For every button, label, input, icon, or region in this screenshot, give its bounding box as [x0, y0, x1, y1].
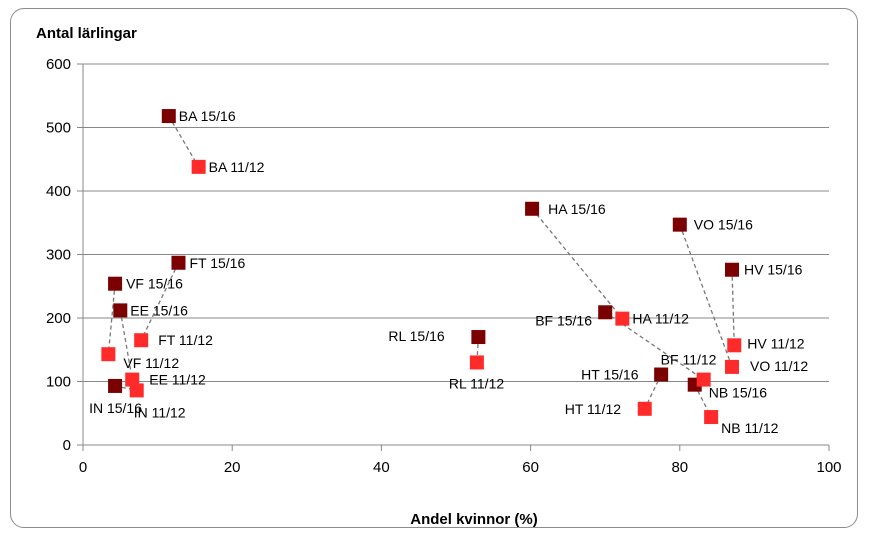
point-label: IN 15/16 [89, 400, 142, 416]
point-label: VO 11/12 [750, 358, 808, 374]
x-tick-label: 0 [79, 459, 87, 476]
point-label: BF 11/12 [661, 352, 717, 368]
y-axis-label: Antal lärlingar [36, 25, 137, 42]
x-tick-label: 40 [373, 459, 390, 476]
data-point [129, 383, 144, 398]
data-point [654, 367, 669, 382]
data-point [637, 401, 652, 416]
point-label: HV 11/12 [747, 335, 805, 351]
point-label: VF 15/16 [126, 276, 183, 292]
connector-line [731, 269, 735, 346]
point-label: NB 11/12 [721, 420, 779, 436]
point-label: VF 11/12 [123, 355, 179, 371]
x-tick-label: 80 [671, 459, 688, 476]
data-point [727, 338, 742, 353]
point-label: FT 11/12 [158, 332, 213, 348]
data-point [696, 372, 711, 387]
data-point [672, 217, 687, 232]
point-label: NB 15/16 [709, 385, 768, 401]
connector-line [168, 115, 200, 168]
data-point [134, 333, 149, 348]
data-point [171, 255, 186, 270]
point-label: RL 15/16 [388, 328, 445, 344]
point-label: HA 15/16 [548, 201, 606, 217]
y-tick-label: 0 [63, 437, 71, 454]
y-tick-label: 400 [46, 183, 71, 200]
connector-line [140, 262, 180, 341]
connector-line [119, 310, 133, 380]
point-label: HV 15/16 [744, 262, 803, 278]
data-point [113, 303, 128, 318]
point-label: RL 11/12 [449, 375, 504, 391]
x-tick-label: 60 [522, 459, 539, 476]
y-tick-label: 500 [46, 120, 71, 137]
point-label: VO 15/16 [694, 217, 753, 233]
connector-line [604, 311, 705, 381]
data-point [469, 355, 484, 370]
tick-labels: 0 100 200 300 400 500 600 0 20 40 60 80 100 [46, 56, 842, 476]
data-point [598, 305, 613, 320]
data-point [471, 330, 486, 345]
x-tick-label: 20 [224, 459, 241, 476]
data-point [191, 159, 206, 174]
y-tick-label: 100 [46, 374, 71, 391]
connector-line [107, 283, 116, 355]
point-label: BF 15/16 [535, 312, 592, 328]
y-tick-label: 200 [46, 310, 71, 327]
point-label: EE 11/12 [149, 372, 206, 388]
data-point [725, 262, 740, 277]
point-label: BA 15/16 [179, 108, 236, 124]
data-point [725, 359, 740, 374]
point-label: HA 11/12 [632, 311, 689, 327]
axes [77, 63, 830, 451]
y-tick-label: 600 [46, 56, 71, 73]
data-point [101, 347, 116, 362]
point-label: BA 11/12 [209, 159, 265, 175]
data-point [108, 378, 123, 393]
point-label: FT 15/16 [189, 255, 245, 271]
y-tick-label: 300 [46, 247, 71, 264]
point-label: HT 15/16 [581, 367, 639, 383]
chart-frame [10, 8, 858, 528]
point-labels: BA 15/16 HA 15/16 VO 15/16 FT 15/16 HV 15/16… [89, 108, 808, 436]
data-point [108, 276, 123, 291]
connector-line [679, 224, 733, 368]
data-point [615, 311, 630, 326]
point-label: EE 15/16 [130, 302, 188, 318]
connector-line [531, 208, 623, 320]
point-label: IN 11/12 [134, 404, 186, 420]
data-point [525, 201, 540, 216]
data-point [125, 372, 140, 387]
data-point [161, 109, 176, 124]
x-tick-label: 100 [816, 459, 841, 476]
x-axis-label: Andel kvinnor (%) [410, 511, 538, 528]
data-points [101, 109, 742, 425]
point-label: HT 11/12 [565, 401, 622, 417]
data-point [704, 410, 719, 425]
